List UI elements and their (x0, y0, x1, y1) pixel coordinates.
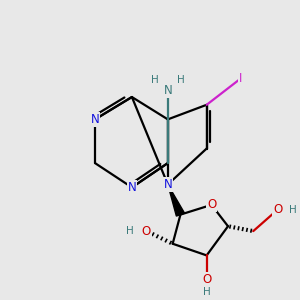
Text: O: O (273, 203, 282, 216)
Text: O: O (207, 198, 216, 212)
Text: O: O (202, 273, 211, 286)
Text: I: I (239, 72, 242, 85)
Text: N: N (91, 113, 99, 126)
Text: H: H (203, 287, 211, 297)
Text: H: H (151, 75, 159, 85)
Text: O: O (142, 225, 151, 238)
Text: H: H (289, 205, 297, 215)
Text: N: N (164, 84, 172, 97)
Polygon shape (168, 184, 184, 216)
Text: N: N (164, 178, 172, 191)
Text: H: H (177, 75, 184, 85)
Text: H: H (126, 226, 134, 236)
Text: N: N (128, 181, 136, 194)
